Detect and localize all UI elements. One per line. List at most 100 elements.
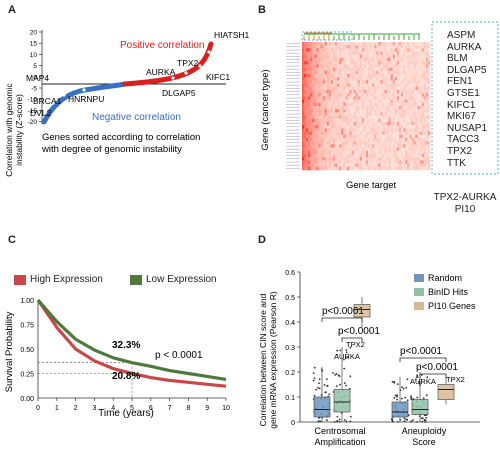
heatmap-cell: [306, 112, 309, 116]
heatmap-cell: [407, 67, 410, 72]
heatmap-cell: [363, 150, 367, 155]
heatmap-cell: [380, 141, 383, 145]
heatmap-cell: [403, 154, 406, 158]
panel-c-xtick-label: 4: [111, 405, 115, 412]
heatmap-cell: [316, 90, 319, 94]
heatmap-cell: [407, 61, 410, 65]
heatmap-cell: [335, 102, 338, 107]
heatmap-cell: [314, 83, 317, 88]
heatmap-cell: [394, 144, 398, 148]
heatmap-cell: [326, 90, 330, 94]
heatmap-cell: [326, 70, 330, 75]
heatmap-cell: [304, 147, 307, 152]
heatmap-cell: [421, 48, 425, 52]
heatmap-cell: [318, 138, 321, 142]
heatmap-cell: [314, 74, 317, 78]
heatmap-cell: [384, 102, 387, 107]
heatmap-cell: [378, 96, 381, 100]
heat-gene-gtse1: GTSE1: [447, 87, 480, 99]
jitter-point: [326, 378, 328, 380]
heatmap-cell: [302, 90, 305, 94]
heatmap-cell: [417, 118, 420, 123]
heatmap-cell: [399, 150, 402, 155]
heatmap-cell: [401, 64, 404, 68]
heatmap-cell: [386, 112, 390, 116]
heatmap-cell: [324, 154, 328, 158]
heatmap-cell: [314, 128, 317, 132]
heatmap-cell: [372, 118, 375, 123]
jitter-point: [416, 376, 419, 378]
heatmap-cell: [394, 83, 398, 88]
heatmap-cell: [343, 160, 346, 164]
heatmap-cell: [349, 54, 352, 59]
heatmap-cell: [353, 102, 356, 107]
heatmap-cell: [337, 64, 340, 68]
heatmap-cell: [353, 42, 356, 46]
heatmap-cell: [302, 112, 305, 116]
heatmap-cell: [411, 147, 414, 152]
heatmap-cell: [359, 115, 363, 120]
heatmap-cell: [337, 86, 340, 91]
heatmap-cell: [310, 147, 313, 152]
heatmap-cell: [337, 54, 340, 59]
heatmap-cell: [384, 99, 387, 104]
heatmap-cell: [314, 109, 317, 113]
heatmap-cell: [310, 154, 313, 158]
heatmap-cell: [368, 67, 371, 72]
heatmap-cell: [330, 93, 334, 97]
heatmap-cell: [419, 54, 423, 59]
heatmap-cell: [374, 163, 377, 168]
heatmap-cell: [401, 163, 404, 168]
heatmap-cell: [330, 58, 334, 62]
heatmap-cell: [403, 106, 406, 110]
heatmap-cell: [347, 125, 350, 129]
heatmap-cell: [368, 163, 371, 168]
heatmap-cell: [339, 80, 342, 84]
heatmap-cell: [349, 58, 352, 62]
heatmap-cell: [427, 77, 431, 81]
heatmap-cell: [415, 48, 418, 52]
heatmap-cell: [328, 83, 332, 88]
heatmap-cell: [380, 58, 383, 62]
heatmap-cell: [407, 131, 410, 136]
heatmap-cell: [363, 70, 367, 75]
heatmap-cell: [322, 150, 326, 155]
heatmap-cell: [366, 83, 369, 88]
heatmap-cell: [302, 74, 305, 78]
heatmap-cell: [318, 96, 321, 100]
heatmap-cell: [302, 96, 305, 100]
gene-label-hnrnpu: HNRNPU: [68, 94, 104, 104]
heatmap-cell: [306, 134, 309, 139]
heatmap-cell: [361, 138, 365, 142]
heatmap-cell: [382, 118, 385, 123]
jitter-point: [336, 353, 338, 356]
heatmap-cell: [423, 128, 427, 132]
heatmap-cell: [399, 42, 402, 46]
heatmap-cell: [306, 118, 309, 123]
heatmap-cell: [322, 147, 326, 152]
heatmap-cell: [372, 138, 375, 142]
heatmap-cell: [423, 70, 427, 75]
heatmap-cell: [392, 64, 396, 68]
heatmap-cell: [359, 45, 363, 49]
jitter-point: [336, 415, 339, 418]
heatmap-cell: [401, 138, 404, 142]
jitter-point: [344, 357, 347, 360]
heatmap-cell: [413, 51, 416, 56]
heatmap-cell: [392, 102, 396, 107]
heatmap-cell: [394, 77, 398, 81]
heatmap-cell: [357, 67, 361, 72]
heatmap-cell: [304, 131, 307, 136]
heatmap-cell: [353, 125, 356, 129]
heatmap-cell: [407, 99, 410, 104]
heatmap-cell: [403, 112, 406, 116]
heatmap-cell: [378, 160, 381, 164]
heatmap-cell: [417, 64, 420, 68]
heatmap-cell: [378, 48, 381, 52]
heatmap-cell: [390, 147, 394, 152]
heatmap-cell: [341, 134, 344, 139]
heatmap-cell: [347, 86, 350, 91]
heatmap-cell: [380, 51, 383, 56]
heatmap-cell: [320, 150, 323, 155]
heatmap-cell: [353, 96, 356, 100]
